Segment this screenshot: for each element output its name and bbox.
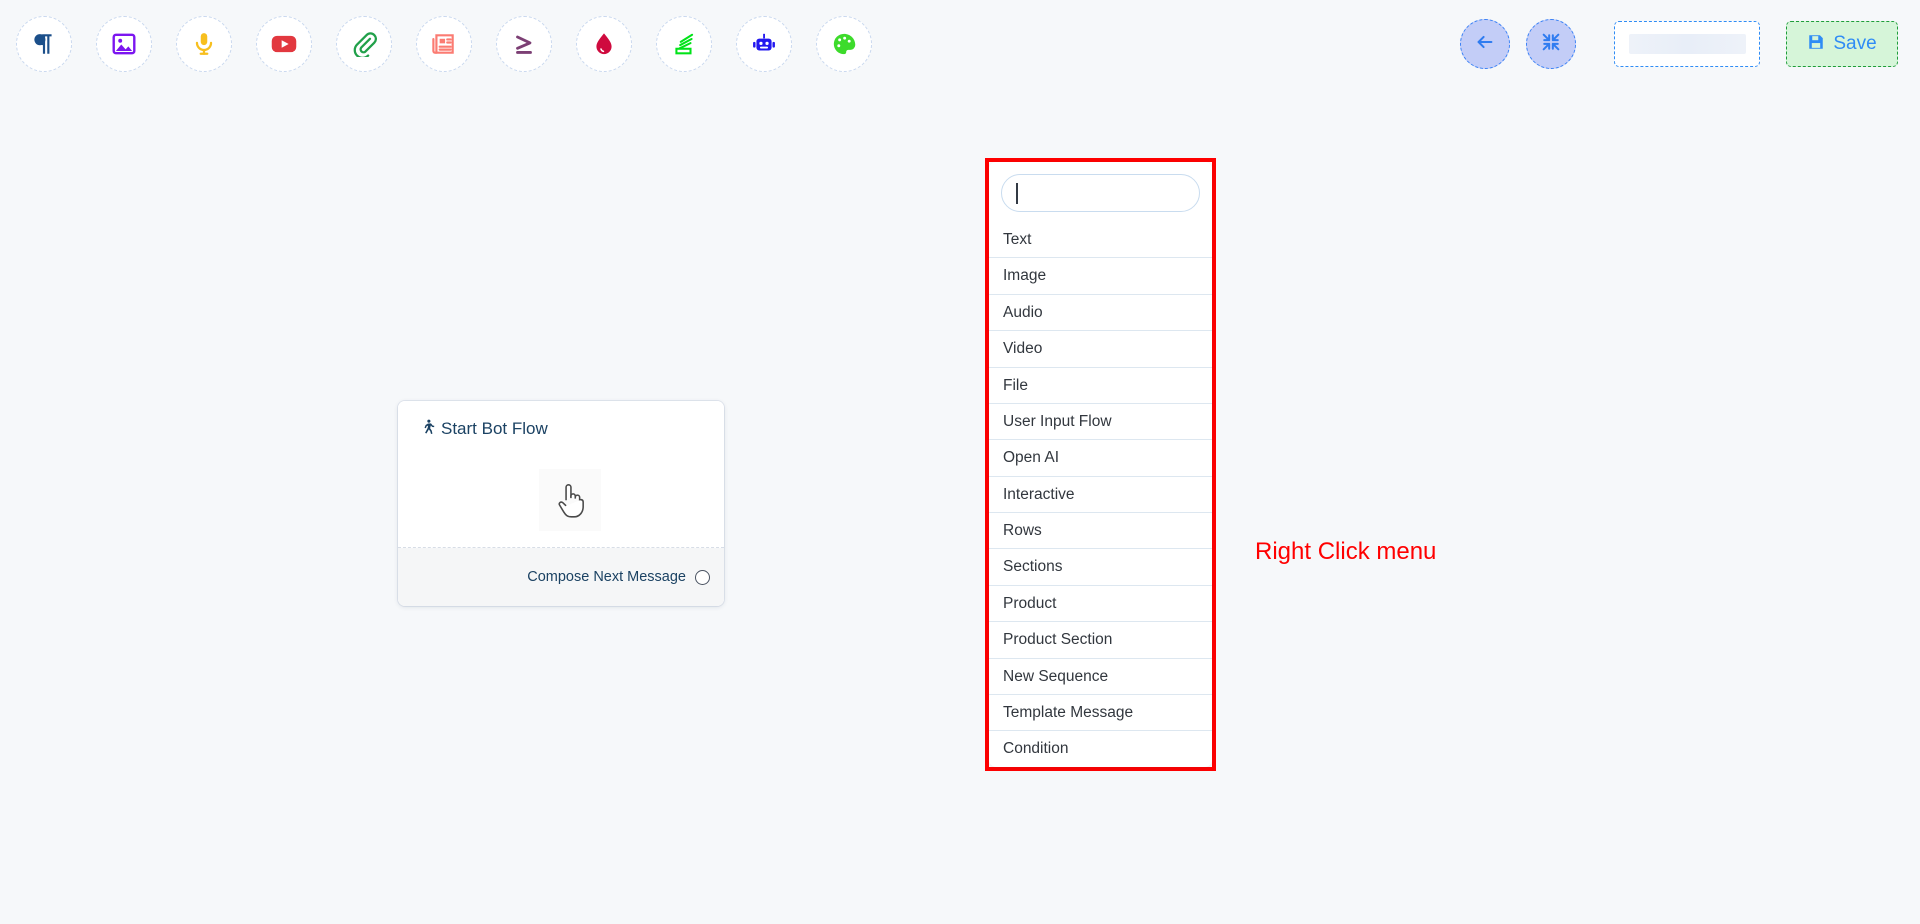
menu-item-image[interactable]: Image — [989, 257, 1212, 293]
palette-icon — [831, 31, 857, 57]
menu-item-video[interactable]: Video — [989, 330, 1212, 366]
menu-item-list: Text Image Audio Video File User Input F… — [989, 222, 1212, 767]
menu-item-new-sequence[interactable]: New Sequence — [989, 657, 1212, 694]
running-person-icon — [420, 418, 435, 440]
menu-item-template-message[interactable]: Template Message — [989, 693, 1212, 730]
annotation-right-click-menu: Right Click menu — [1255, 538, 1437, 565]
menu-item-open-ai[interactable]: Open AI — [989, 439, 1212, 475]
floppy-disk-icon — [1807, 33, 1825, 56]
microphone-icon — [191, 31, 217, 57]
hand-pointer-icon — [539, 469, 601, 531]
stack-layers-icon — [671, 31, 697, 57]
flow-name-input[interactable] — [1614, 21, 1760, 67]
output-connector-handle[interactable] — [695, 569, 710, 585]
collapse-arrows-icon — [1540, 31, 1562, 58]
right-click-menu: Text Image Audio Video File User Input F… — [989, 162, 1212, 767]
editor-toolbar — [0, 0, 1920, 88]
menu-item-product[interactable]: Product — [989, 584, 1212, 621]
menu-item-product-section[interactable]: Product Section — [989, 621, 1212, 657]
menu-item-audio[interactable]: Audio — [989, 293, 1212, 330]
toolbar-button-audio[interactable] — [176, 16, 232, 72]
menu-item-file[interactable]: File — [989, 366, 1212, 403]
menu-search-row — [989, 162, 1212, 222]
menu-item-user-input-flow[interactable]: User Input Flow — [989, 402, 1212, 439]
toolbar-button-file[interactable] — [336, 16, 392, 72]
toolbar-button-interactive[interactable] — [576, 16, 632, 72]
flow-card-title-text: Start Bot Flow — [441, 419, 548, 438]
fit-to-screen-button[interactable] — [1526, 19, 1576, 69]
text-caret — [1016, 182, 1018, 204]
menu-item-interactive[interactable]: Interactive — [989, 475, 1212, 512]
menu-item-condition[interactable]: Condition — [989, 730, 1212, 766]
menu-item-rows[interactable]: Rows — [989, 512, 1212, 548]
blood-drop-icon — [591, 31, 617, 57]
newspaper-icon — [431, 31, 457, 57]
image-icon — [111, 31, 137, 57]
toolbar-button-image[interactable] — [96, 16, 152, 72]
flow-card-title: Start Bot Flow — [420, 418, 548, 440]
start-bot-flow-card[interactable]: Start Bot Flow Compose Next Message — [398, 401, 724, 606]
back-button[interactable] — [1460, 19, 1510, 69]
toolbar-button-text[interactable] — [16, 16, 72, 72]
toolbar-button-condition[interactable] — [496, 16, 552, 72]
toolbar-button-sections[interactable] — [656, 16, 712, 72]
greater-equal-icon — [511, 31, 537, 57]
save-button[interactable]: Save — [1786, 21, 1898, 67]
paragraph-icon — [31, 31, 57, 57]
flow-card-body: Start Bot Flow — [398, 401, 724, 548]
toolbar-button-template-message[interactable] — [416, 16, 472, 72]
arrow-left-icon — [1474, 31, 1496, 58]
flow-card-footer: Compose Next Message — [398, 548, 724, 606]
input-value-placeholder-bar — [1628, 34, 1746, 54]
top-right-controls: Save — [1460, 0, 1898, 88]
menu-item-sections[interactable]: Sections — [989, 548, 1212, 584]
save-button-label: Save — [1833, 33, 1877, 54]
right-click-menu-highlight: Text Image Audio Video File User Input F… — [985, 158, 1216, 771]
compose-next-message-label: Compose Next Message — [527, 569, 686, 585]
toolbar-button-open-ai[interactable] — [816, 16, 872, 72]
menu-search-input[interactable] — [1001, 174, 1200, 212]
toolbar-button-user-input-flow[interactable] — [736, 16, 792, 72]
youtube-icon — [270, 30, 298, 58]
robot-icon — [751, 31, 777, 57]
toolbar-button-video[interactable] — [256, 16, 312, 72]
menu-item-text[interactable]: Text — [1003, 231, 1032, 248]
paperclip-icon — [351, 31, 377, 57]
